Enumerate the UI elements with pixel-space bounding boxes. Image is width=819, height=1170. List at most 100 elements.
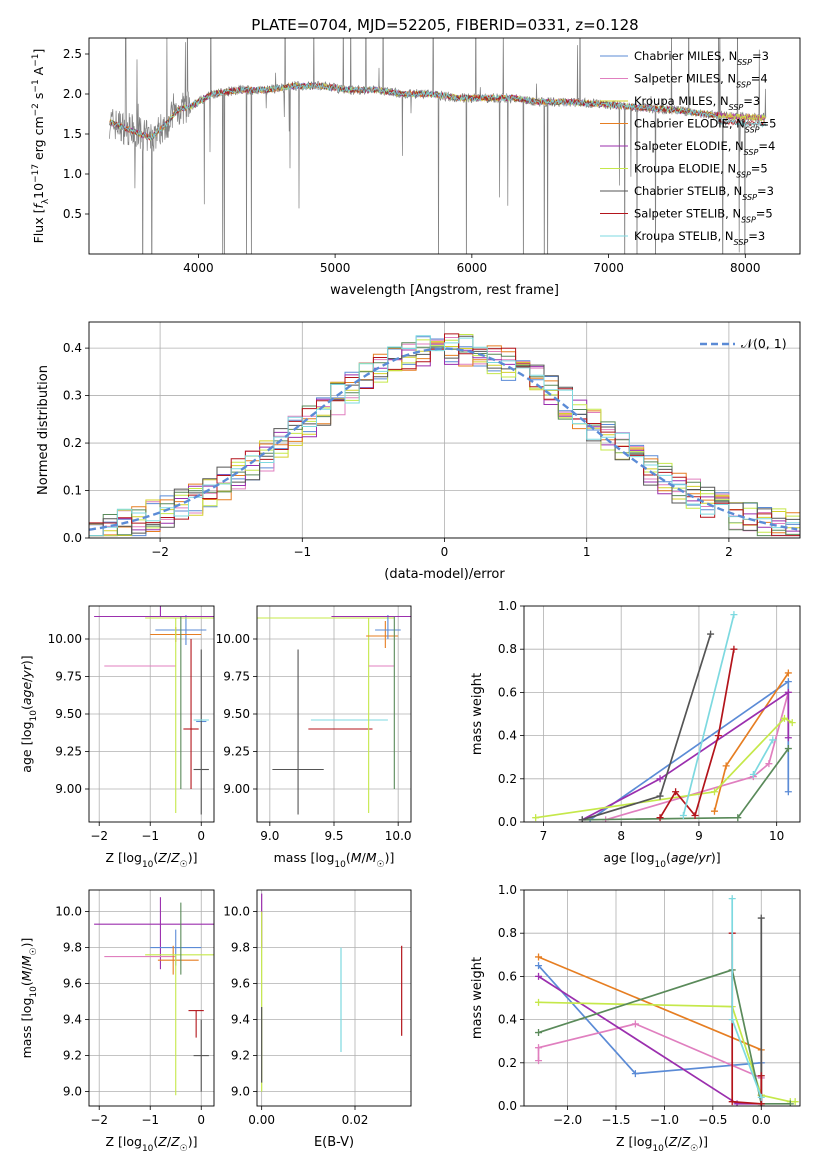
residuals-y-tick-label: 0.0 xyxy=(63,531,82,545)
age_vs_mass-x-axis-label: mass [log10(M/M☉)] xyxy=(274,850,395,870)
residual-histogram xyxy=(89,334,800,537)
weight-point-marker xyxy=(757,1100,765,1106)
weight_vs_age-y-tick-label: 0.2 xyxy=(498,772,517,786)
mass_vs_Z-y-axis-label-part: M xyxy=(19,970,34,981)
spectrum-panel: 4000 5000 6000 7000 8000 0.5 1.0 1.5 2.0 2.5 wavel… xyxy=(31,37,801,298)
weight_vs_age-x-tick-label: 10 xyxy=(769,829,784,843)
spectrum-x-tick-label: 7000 xyxy=(593,261,624,275)
spectrum-y-axis-label-part: −1 xyxy=(31,79,41,92)
weight_vs_Z-panel: −2.0 −1.5 −1.0 −0.5 0.0 0.0 0.2 0.4 0.6 0.8 1.0 Z [… xyxy=(470,883,801,1154)
age_vs_Z-x-axis-label: Z [log10(Z/Z☉)] xyxy=(105,850,197,870)
residual-histogram xyxy=(89,335,800,537)
residuals-panel: −2 −1 0 1 2 0.0 0.1 0.2 0.3 0.4 (data-model)/error… xyxy=(36,321,801,582)
weight-point-marker xyxy=(656,814,664,822)
spectrum-y-axis-label-part: Flux [ xyxy=(31,209,46,244)
age_vs_Z-y-axis-label-part: yr xyxy=(19,664,34,678)
weight_vs_age-y-tick-label: 1.0 xyxy=(498,599,517,613)
residuals-y-tick-label: 0.2 xyxy=(63,436,82,450)
residuals-x-axis-label: (data-model)/error xyxy=(384,567,505,582)
figure-title: PLATE=0704, MJD=52205, FIBERID=0331, z=0… xyxy=(251,16,638,34)
weight_vs_Z-y-tick-label: 1.0 xyxy=(498,883,517,897)
weight-point-marker xyxy=(749,770,757,778)
mass_vs_EBV-y-tick-label: 9.0 xyxy=(231,1085,250,1099)
spectrum-y-axis-label-part: 10 xyxy=(31,183,46,199)
weight-point-marker xyxy=(728,1098,736,1106)
weight-point-marker xyxy=(757,914,765,922)
age_vs_Z-y-axis-label-part: ( xyxy=(19,705,34,710)
weight-point-marker xyxy=(730,645,738,653)
spectrum-y-axis-label-part: λ xyxy=(41,198,51,204)
residuals-x-tick-label: 1 xyxy=(583,545,591,559)
mass_vs_Z-y-tick-label: 9.0 xyxy=(63,1085,82,1099)
weight_vs_age-x-tick-label: 7 xyxy=(540,829,548,843)
mass_vs_Z-y-tick-label: 9.4 xyxy=(63,1013,82,1027)
age_vs_Z-y-tick-label: 9.25 xyxy=(55,745,82,759)
weight_vs_age-x-axis-label-part: 10 xyxy=(655,860,667,870)
spectrum-x-axis-label: wavelength [Angstrom, rest frame] xyxy=(330,283,559,298)
age_vs_mass-x-axis-label-part: )] xyxy=(385,850,395,865)
weight-point-marker xyxy=(784,669,792,677)
legend-sub: SSP xyxy=(734,238,749,247)
spectrum-y-axis-label-part: s xyxy=(31,93,46,104)
weight-point-marker xyxy=(722,762,730,770)
legend-suffix: =5 xyxy=(760,117,777,131)
spectrum-y-axis-label-part: A xyxy=(31,66,46,79)
residuals-plot-area xyxy=(89,322,800,538)
age_vs_mass-x-tick-label: 9.5 xyxy=(324,829,343,843)
weight-series-line xyxy=(537,965,763,1104)
legend-sub: SSP xyxy=(729,103,744,112)
weight-point-marker xyxy=(714,732,722,740)
weight_vs_age-y-tick-label: 0.6 xyxy=(498,685,517,699)
spectrum-x-tick-label: 4000 xyxy=(183,261,214,275)
legend-suffix: =4 xyxy=(758,139,775,153)
mass_vs_EBV-y-tick-label: 10.0 xyxy=(223,905,250,919)
age_vs_mass-x-axis-label-part: ( xyxy=(346,850,351,865)
spectrum-y-axis-label: Flux [fλ10−17 erg cm−2 s−1 A−1] xyxy=(31,49,51,244)
legend-suffix: =3 xyxy=(757,184,774,198)
weight-point-marker xyxy=(710,807,718,815)
residuals-x-tick-label: −2 xyxy=(151,545,169,559)
weight-series-line xyxy=(538,968,791,1105)
mass_vs_Z-x-axis-label-part: Z xyxy=(157,1134,167,1149)
mass_vs_Z-y-axis-label-part: ☉ xyxy=(29,947,39,955)
age_vs_Z-y-axis-label-part: )] xyxy=(19,655,34,665)
mass_vs_EBV-y-tick-label: 9.4 xyxy=(231,1013,250,1027)
age_vs_Z-x-axis-label-part: ☉ xyxy=(180,860,188,870)
age_vs_Z-x-tick-label: 0 xyxy=(197,829,205,843)
weight_vs_Z-x-axis-label-part: )] xyxy=(698,1134,708,1149)
weight_vs_age-y-tick-label: 0.4 xyxy=(498,729,517,743)
residuals-x-tick-label: −1 xyxy=(293,545,311,559)
mass_vs_Z-plot-area xyxy=(89,890,214,1106)
residuals-y-tick-label: 0.1 xyxy=(63,484,82,498)
weight-series-line xyxy=(582,633,712,821)
weight_vs_Z-x-axis-label-part: Z xyxy=(668,1134,678,1149)
weight_vs_Z-y-tick-label: 0.2 xyxy=(498,1056,517,1070)
normal-curve xyxy=(89,347,798,531)
weight-point-marker xyxy=(535,972,543,980)
weight_vs_age-x-axis-label-part: / xyxy=(694,850,699,865)
weight-point-marker xyxy=(780,714,788,722)
age_vs_Z-x-axis-label-part: 10 xyxy=(142,860,154,870)
residuals-x-tick-label: 0 xyxy=(441,545,449,559)
charts-layer: 4000 5000 6000 7000 80000.51.01.52.02.5wavel… xyxy=(19,37,801,1154)
mass_vs_Z-frame xyxy=(88,889,215,1107)
weight_vs_age-y-axis-label: mass weight xyxy=(470,673,485,755)
age_vs_Z-y-axis-label-part: 10 xyxy=(29,710,39,722)
legend-sub: SSP xyxy=(736,80,751,89)
legend-entry: Kroupa MILES, NSSP=3 xyxy=(634,94,760,112)
weight-point-marker xyxy=(707,630,715,638)
age_vs_mass-x-tick-label: 9.0 xyxy=(260,829,279,843)
age_vs_Z-x-axis-label-part: ( xyxy=(153,850,158,865)
spectrum-y-tick-label: 1.0 xyxy=(63,167,82,181)
legend-sub: SSP xyxy=(745,125,760,134)
age_vs_mass-y-tick-label: 9.50 xyxy=(223,707,250,721)
weight-point-marker xyxy=(631,1070,639,1078)
legend-sub: SSP xyxy=(744,148,759,157)
age_vs_mass-frame xyxy=(256,605,412,823)
weight-point-marker xyxy=(784,745,792,753)
mass_vs_EBV-y-tick-label: 9.6 xyxy=(231,977,250,991)
age_vs_Z-y-axis-label-part: / xyxy=(19,677,34,682)
age_vs_Z-y-axis-label-part: age [log xyxy=(19,721,34,772)
